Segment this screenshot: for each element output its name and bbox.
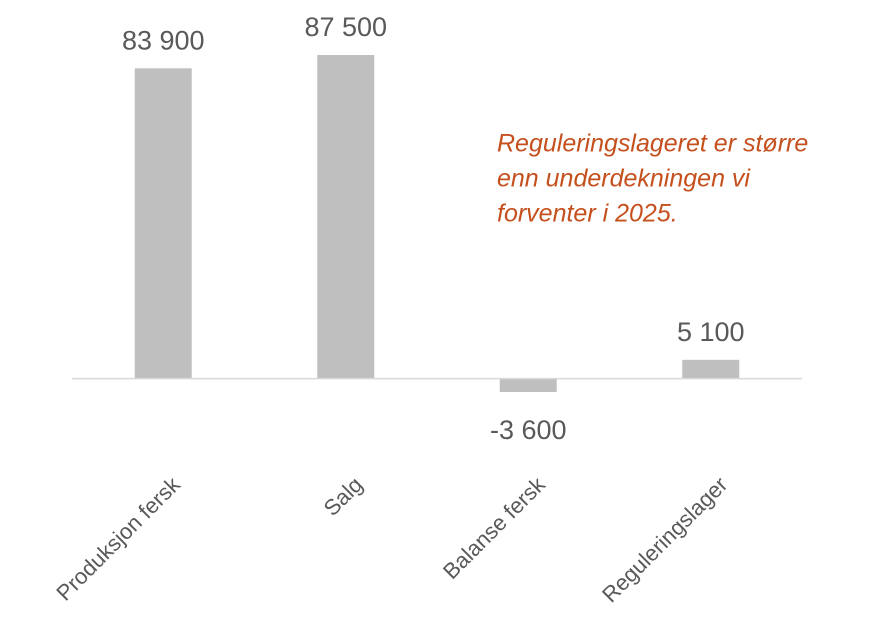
value-label: 87 500 (304, 12, 387, 42)
bar (682, 359, 740, 379)
value-label: 83 900 (122, 25, 205, 55)
x-tick-label: Produksjon fersk (51, 471, 185, 605)
value-label: 5 100 (677, 317, 745, 347)
bar (317, 55, 375, 379)
bar (134, 68, 192, 379)
annotation: enn underdekningen vi (497, 165, 751, 193)
x-tick-label: Reguleringslager (597, 472, 732, 607)
x-tick-label: Balanse fersk (438, 471, 551, 584)
bar (499, 378, 557, 392)
annotation: Reguleringslageret er større (497, 130, 808, 158)
x-tick-label: Salg (319, 472, 368, 521)
annotation: forventer i 2025. (497, 200, 678, 228)
value-label: -3 600 (490, 415, 567, 445)
